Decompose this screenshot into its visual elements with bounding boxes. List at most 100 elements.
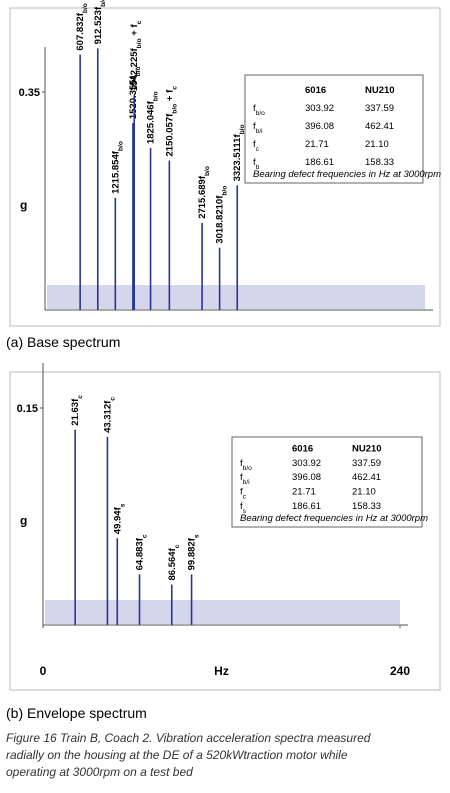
label-part: f bbox=[70, 398, 81, 402]
subscript: c bbox=[136, 20, 143, 24]
x-axis-label: Hz bbox=[214, 664, 229, 678]
label-part: f bbox=[240, 487, 243, 498]
label-part: 6f bbox=[146, 100, 157, 109]
subscript: b/o bbox=[221, 186, 228, 196]
table-row-name: fb/i bbox=[253, 121, 263, 135]
peak-label: 3323.5111fb/o bbox=[232, 124, 246, 181]
y-axis-label: g bbox=[20, 514, 27, 528]
label-part: f bbox=[240, 458, 243, 469]
subscript: b/o bbox=[152, 91, 159, 101]
y-tick-label: 0.35 bbox=[19, 87, 40, 99]
subscript: c bbox=[171, 86, 178, 90]
x-tick-label: 0 bbox=[40, 664, 47, 678]
label-part: 5f bbox=[129, 47, 140, 56]
table-row-name: fb bbox=[253, 157, 260, 171]
table-cell: 186.61 bbox=[292, 501, 321, 512]
table-row-name: fs bbox=[240, 501, 247, 515]
table-row-name: fb/o bbox=[240, 458, 252, 472]
label-part: 11f bbox=[232, 134, 243, 148]
table-note: Bearing defect frequencies in Hz at 3000… bbox=[240, 513, 428, 524]
label-part: 10f bbox=[215, 195, 226, 210]
subscript: b/o bbox=[256, 110, 266, 117]
subscript: s bbox=[243, 508, 247, 515]
peak-label: 86.564fc bbox=[167, 544, 181, 580]
table-header: NU210 bbox=[352, 443, 382, 454]
table-cell: 21.10 bbox=[365, 139, 389, 150]
table-cell: 21.10 bbox=[352, 487, 376, 498]
label-part: f bbox=[253, 157, 256, 168]
peak-frequency: 21.63 bbox=[70, 402, 81, 426]
table-row-name: fc bbox=[253, 139, 260, 153]
peak-frequency: 86.56 bbox=[167, 557, 178, 581]
subscript: s bbox=[119, 503, 126, 507]
label-part: f bbox=[240, 501, 243, 512]
peak-label: 2150.057fb/o + fc bbox=[164, 86, 178, 157]
subscript: c bbox=[243, 493, 247, 500]
inset-table bbox=[244, 74, 424, 184]
peak-label: 1542.225fb/o + fc bbox=[129, 20, 143, 91]
subscript: b/o bbox=[136, 38, 143, 48]
table-cell: 396.08 bbox=[305, 121, 334, 132]
table-header: 6016 bbox=[292, 443, 313, 454]
peak-frequency: 2715.68 bbox=[197, 184, 208, 218]
peak-frequency: 49.94 bbox=[112, 510, 123, 534]
peak-label: 99.882fs bbox=[187, 534, 201, 570]
table-header: 6016 bbox=[305, 85, 326, 96]
label-part: 2f bbox=[102, 400, 113, 409]
subscript: c bbox=[109, 397, 116, 401]
peak-frequency: 64.88 bbox=[135, 547, 146, 571]
table-note: Bearing defect frequencies in Hz at 3000… bbox=[253, 169, 441, 180]
peak-frequency: 912.52 bbox=[93, 15, 104, 44]
peak-frequency: 1542.22 bbox=[129, 57, 140, 91]
subscript: b/o bbox=[82, 3, 89, 13]
subscript: b/i bbox=[256, 128, 264, 135]
peak-label: 21.63fc bbox=[70, 395, 84, 426]
peak-frequency: 43.31 bbox=[102, 408, 113, 432]
subscript: c bbox=[256, 146, 260, 153]
panel-b-frame bbox=[9, 371, 441, 691]
label-part: + f bbox=[129, 24, 140, 39]
label-part: 7f bbox=[164, 113, 175, 122]
peak-label: 64.883fc bbox=[135, 534, 149, 570]
panel-caption: (b) Envelope spectrum bbox=[6, 705, 147, 721]
peak-label: 49.94fs bbox=[112, 503, 126, 534]
peak-label: 912.523fb/o bbox=[93, 0, 107, 44]
table-cell: 158.33 bbox=[365, 157, 394, 168]
label-part: f bbox=[240, 472, 243, 483]
label-part: + f bbox=[164, 89, 175, 104]
x-tick-label: 240 bbox=[390, 664, 410, 678]
figure-caption: operating at 3000rpm on a test bed bbox=[6, 765, 193, 779]
subscript: c bbox=[173, 544, 180, 548]
subscript: c bbox=[141, 534, 148, 538]
label-part: 9f bbox=[197, 175, 208, 184]
panel-caption: (a) Base spectrum bbox=[6, 334, 120, 350]
subscript: c bbox=[77, 395, 84, 399]
label-part: f bbox=[112, 506, 123, 510]
subscript: b/o bbox=[99, 0, 106, 7]
label-part: 3f bbox=[135, 537, 146, 546]
label-part: f bbox=[253, 103, 256, 114]
peak-frequency: 99.88 bbox=[187, 547, 198, 571]
label-part: f bbox=[253, 121, 256, 132]
peak-frequency: 607.83 bbox=[75, 22, 86, 51]
peak-frequency: 3323.51 bbox=[232, 146, 243, 181]
subscript: b/o bbox=[171, 104, 178, 114]
subscript: b/o bbox=[204, 166, 211, 176]
table-cell: 337.59 bbox=[365, 103, 394, 114]
y-tick-label: 0.15 bbox=[17, 403, 38, 415]
label-part: 2f bbox=[75, 12, 86, 21]
table-cell: 337.59 bbox=[352, 458, 381, 469]
noise-floor bbox=[47, 285, 425, 309]
label-part: 4f bbox=[167, 547, 178, 556]
subscript: b/o bbox=[134, 66, 141, 76]
figure-caption: radially on the housing at the DE of a 5… bbox=[6, 748, 348, 762]
table-cell: 21.71 bbox=[305, 139, 329, 150]
label-part: 3f bbox=[93, 6, 104, 15]
table-row-name: fc bbox=[240, 487, 247, 501]
peak-label: 1215.854fb/o bbox=[110, 141, 124, 194]
table-cell: 462.41 bbox=[352, 472, 381, 483]
table-row-name: fb/i bbox=[240, 472, 250, 486]
subscript: b bbox=[256, 164, 260, 171]
peak-label: 1825.046fb/o bbox=[146, 91, 160, 144]
